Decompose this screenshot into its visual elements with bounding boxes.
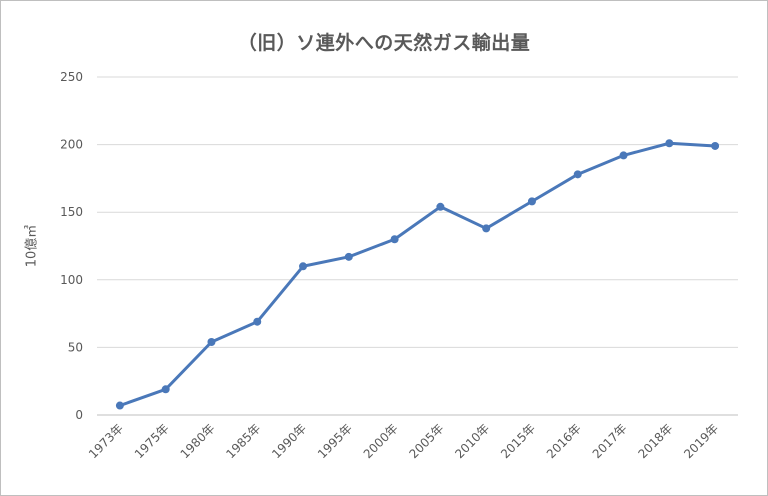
data-point — [482, 224, 491, 233]
x-tick-label: 1990年 — [269, 421, 309, 461]
gridlines — [97, 76, 738, 416]
data-point — [161, 385, 170, 394]
data-point — [207, 337, 216, 346]
chart-title: （旧）ソ連外への天然ガス輸出量 — [237, 32, 531, 54]
y-tick-label: 0 — [75, 408, 83, 422]
data-point — [253, 317, 262, 326]
x-tick-label: 2019年 — [681, 421, 721, 461]
data-point — [573, 170, 582, 179]
x-tick-label: 1985年 — [223, 421, 263, 461]
x-tick-label: 1980年 — [178, 421, 218, 461]
x-tick-label: 2017年 — [590, 421, 630, 461]
x-tick-label: 1995年 — [315, 421, 355, 461]
x-tick-label: 2005年 — [407, 421, 447, 461]
x-tick-label: 1973年 — [86, 421, 126, 461]
y-tick-label: 100 — [60, 273, 83, 287]
x-tick-label: 2018年 — [635, 421, 675, 461]
x-axis-ticks: 1973年 1975年 1980年 1985年 1990年 1995年 2000年 2005年… — [86, 421, 721, 461]
data-point — [390, 235, 399, 244]
x-tick-label: 2016年 — [544, 421, 584, 461]
data-point — [344, 252, 353, 261]
data-point — [711, 141, 720, 150]
x-tick-label: 1975年 — [132, 421, 172, 461]
x-tick-label: 2010年 — [452, 421, 492, 461]
y-tick-label: 50 — [68, 340, 83, 354]
y-tick-label: 150 — [60, 205, 83, 219]
series-line — [118, 141, 717, 408]
data-point — [115, 401, 124, 410]
x-tick-label: 2000年 — [361, 421, 401, 461]
data-point — [619, 151, 628, 160]
data-point — [527, 197, 536, 206]
y-tick-label: 250 — [60, 70, 83, 84]
y-tick-label: 200 — [60, 138, 83, 152]
series-layer — [115, 139, 720, 410]
data-point — [299, 262, 308, 271]
x-tick-label: 2015年 — [498, 421, 538, 461]
data-point — [436, 202, 445, 211]
y-axis-ticks: 0 50 100 150 200 250 — [60, 70, 83, 422]
data-point — [665, 139, 674, 148]
